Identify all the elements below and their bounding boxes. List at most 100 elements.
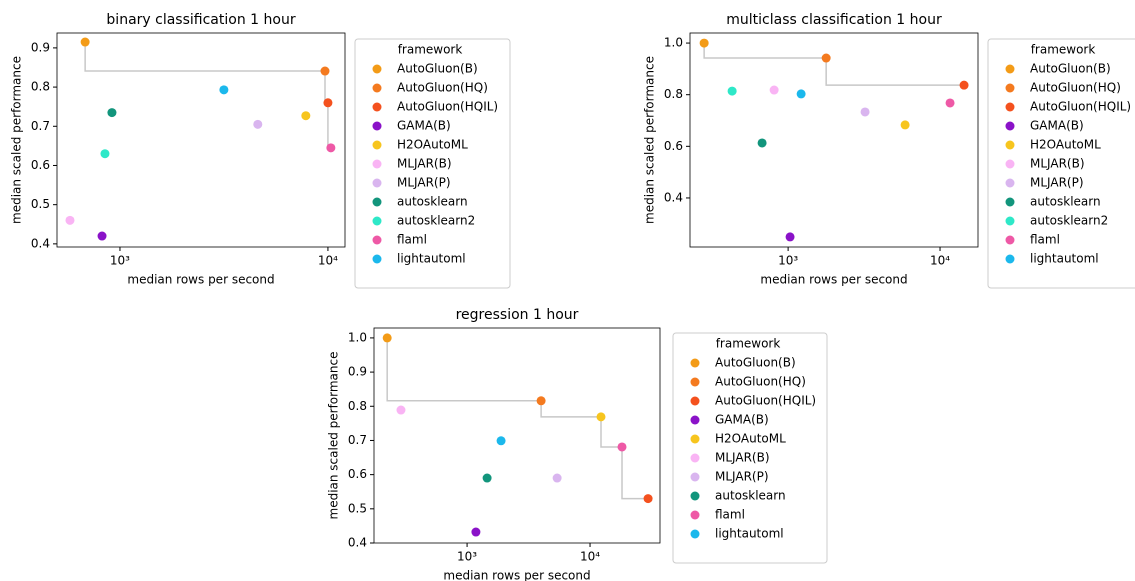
point (596, 412, 606, 422)
legend-label: MLJAR(P) (397, 176, 451, 190)
legend-label: lightautoml (715, 527, 784, 541)
x-tick-label: 10³ (457, 550, 477, 564)
point (900, 120, 910, 130)
legend-title: framework (398, 43, 463, 57)
x-tick-label: 10³ (110, 254, 130, 268)
y-tick-label: 0.6 (348, 467, 367, 481)
point (326, 143, 336, 153)
x-tick-label: 10⁴ (930, 254, 950, 268)
x-axis-label: median rows per second (443, 569, 590, 581)
legend-marker (1005, 254, 1015, 264)
legend-label: H2OAutoML (1030, 138, 1101, 152)
y-tick-label: 0.4 (664, 190, 683, 204)
legend-label: GAMA(B) (715, 413, 769, 427)
legend-marker (690, 453, 700, 463)
legend-box (672, 332, 828, 564)
legend-marker (1005, 102, 1015, 112)
legend-marker (372, 83, 382, 93)
chart-title: binary classification 1 hour (106, 12, 295, 28)
legend-label: GAMA(B) (1030, 119, 1084, 133)
y-tick-label: 0.6 (31, 158, 50, 172)
point (536, 396, 546, 406)
legend-label: MLJAR(B) (397, 157, 452, 171)
y-axis-label: median scaled performance (10, 56, 24, 224)
legend-label: flaml (397, 233, 427, 247)
legend-label: AutoGluon(HQ) (715, 375, 806, 389)
point (100, 149, 110, 159)
y-axis-label: median scaled performance (643, 56, 657, 224)
legend-label: autosklearn2 (1030, 214, 1108, 228)
legend-marker (1005, 197, 1015, 207)
legend-marker (372, 102, 382, 112)
point (65, 215, 75, 225)
legend-marker (1005, 64, 1015, 74)
plot-frame (689, 32, 979, 248)
legend-marker (1005, 121, 1015, 131)
legend-marker (372, 121, 382, 131)
legend-marker (690, 434, 700, 444)
legend-title: framework (716, 337, 781, 351)
point (796, 89, 806, 99)
point (320, 66, 330, 76)
legend-marker (1005, 178, 1015, 188)
legend-label: flaml (1030, 233, 1060, 247)
legend-marker (372, 64, 382, 74)
legend-label: flaml (715, 508, 745, 522)
pareto-front (84, 42, 331, 149)
point (769, 85, 779, 95)
legend-marker (690, 472, 700, 482)
legend-marker (372, 254, 382, 264)
legend-label: AutoGluon(HQ) (397, 81, 488, 95)
y-axis-label: median scaled performance (327, 352, 341, 520)
legend-label: autosklearn2 (397, 214, 475, 228)
legend-label: MLJAR(P) (715, 470, 769, 484)
y-tick-label: 0.8 (664, 87, 683, 101)
point (757, 138, 767, 148)
legend-marker (690, 377, 700, 387)
point (785, 232, 795, 242)
point (643, 494, 653, 504)
legend-marker (1005, 159, 1015, 169)
point (80, 37, 90, 47)
chart-title: multiclass classification 1 hour (726, 12, 942, 28)
point (301, 111, 311, 121)
y-tick-label: 0.6 (664, 139, 683, 153)
legend-label: autosklearn (715, 489, 786, 503)
point (253, 119, 263, 129)
legend-marker (690, 415, 700, 425)
x-tick-label: 10³ (778, 254, 798, 268)
x-axis-label: median rows per second (760, 273, 907, 287)
legend-marker (690, 396, 700, 406)
legend-label: AutoGluon(HQIL) (397, 100, 498, 114)
legend-label: lightautoml (397, 252, 466, 266)
y-tick-label: 1.0 (664, 36, 683, 50)
point (945, 98, 955, 108)
legend-label: H2OAutoML (715, 432, 786, 446)
point (482, 473, 492, 483)
plot-frame (373, 327, 661, 544)
y-tick-label: 0.9 (31, 40, 50, 54)
x-tick-label: 10⁴ (580, 550, 600, 564)
legend-marker (690, 358, 700, 368)
legend-marker (372, 235, 382, 245)
y-tick-label: 0.5 (31, 197, 50, 211)
legend-marker (690, 529, 700, 539)
legend-label: AutoGluon(HQIL) (715, 394, 816, 408)
legend-box (354, 38, 511, 289)
legend-label: AutoGluon(HQ) (1030, 81, 1121, 95)
point (107, 108, 117, 118)
point (617, 442, 627, 452)
legend-label: autosklearn (397, 195, 468, 209)
legend-marker (1005, 140, 1015, 150)
y-tick-label: 0.9 (348, 365, 367, 379)
legend-marker (372, 216, 382, 226)
legend-label: AutoGluon(B) (397, 62, 478, 76)
pareto-front (703, 43, 965, 86)
legend-marker (372, 159, 382, 169)
point (396, 405, 406, 415)
y-tick-label: 0.4 (348, 536, 367, 550)
point (552, 473, 562, 483)
point (323, 98, 333, 108)
point (496, 436, 506, 446)
